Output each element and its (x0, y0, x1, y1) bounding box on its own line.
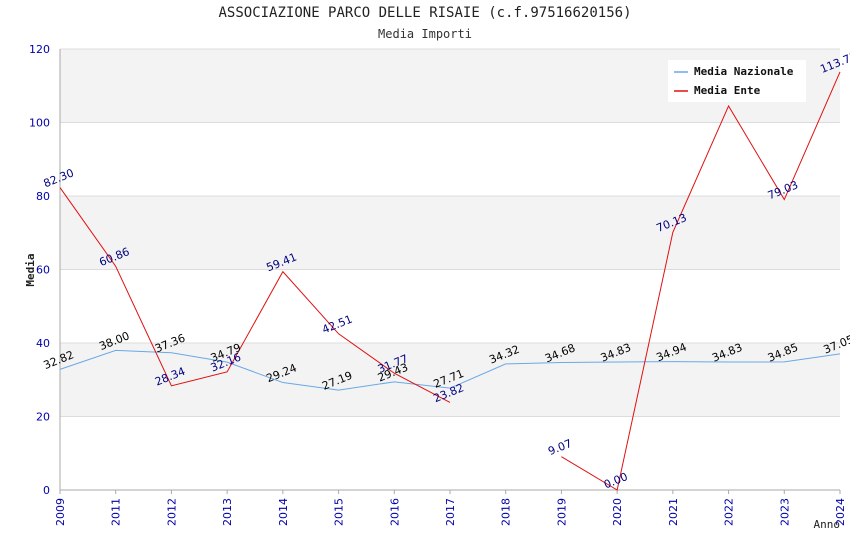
x-tick-label: 2023 (778, 498, 791, 526)
y-tick-label: 100 (29, 117, 50, 130)
x-tick-label: 2018 (500, 498, 513, 526)
x-tick-label: 2014 (277, 498, 290, 526)
x-tick-label: 2020 (611, 498, 624, 526)
grid-band (60, 343, 840, 417)
y-tick-label: 20 (36, 411, 50, 424)
chart-title: ASSOCIAZIONE PARCO DELLE RISAIE (c.f.975… (218, 5, 632, 21)
x-tick-label: 2009 (54, 498, 67, 526)
x-tick-label: 2012 (165, 498, 178, 526)
x-tick-label: 2013 (221, 498, 234, 526)
legend-label-1: Media Ente (694, 84, 761, 97)
grid-band (60, 122, 840, 196)
y-tick-label: 0 (43, 484, 50, 497)
x-tick-label: 2022 (723, 498, 736, 526)
grid-band (60, 416, 840, 490)
x-tick-label: 2024 (834, 498, 847, 526)
legend-label-0: Media Nazionale (694, 65, 794, 78)
x-tick-label: 2019 (555, 498, 568, 526)
series-line-1 (561, 71, 841, 491)
y-axis-label: Media (24, 253, 37, 286)
x-tick-label: 2011 (110, 498, 123, 526)
x-tick-label: 2017 (444, 498, 457, 526)
x-axis-label: Anno (814, 518, 841, 531)
legend-box (668, 60, 806, 102)
grid-band (60, 269, 840, 343)
y-tick-label: 80 (36, 190, 50, 203)
legend: Media Nazionale Media Ente (668, 60, 806, 102)
x-tick-label: 2015 (333, 498, 346, 526)
grid-band (60, 196, 840, 270)
x-tick-labels: 2009 2011 2012 2013 2014 2015 2016 2017 2018 2019… (54, 490, 847, 526)
y-tick-label: 40 (36, 337, 50, 350)
y-tick-label: 60 (36, 264, 50, 277)
grid-bands (60, 49, 840, 490)
x-tick-label: 2021 (667, 498, 680, 526)
series-line-0 (59, 349, 841, 391)
chart-subtitle: Media Importi (378, 27, 472, 41)
series-lines (59, 71, 841, 491)
y-tick-labels: 0 20 40 60 80 100 120 (29, 43, 50, 497)
y-tick-label: 120 (29, 43, 50, 56)
series-line-1 (59, 187, 451, 403)
x-tick-label: 2016 (388, 498, 401, 526)
